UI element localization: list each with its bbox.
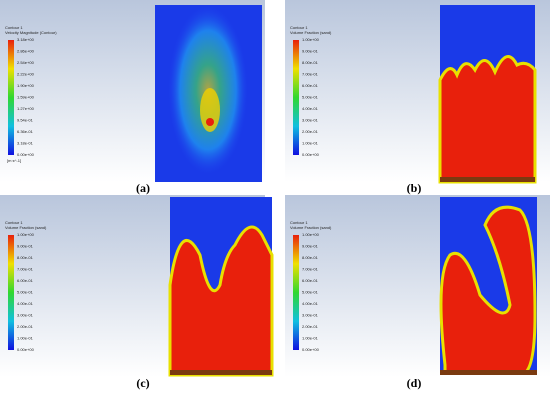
legend-tick-label: 3.18e-01 <box>17 141 34 146</box>
legend-tick-label: 1.00e-01 <box>17 336 34 341</box>
legend-name: Contour 1 <box>5 220 23 225</box>
legend-tick-label: 9.00e-01 <box>302 49 319 54</box>
legend-tick-label: 3.00e-01 <box>302 118 319 123</box>
legend-name: Contour 1 <box>5 25 23 30</box>
color-bar <box>8 235 14 350</box>
legend-title: Volume Fraction (sand) <box>290 30 332 35</box>
panel-label: (a) <box>136 181 150 195</box>
legend-tick-label: 1.00e+00 <box>17 232 35 237</box>
legend-tick-label: 5.00e-01 <box>302 290 319 295</box>
legend-tick-label: 1.90e+00 <box>17 83 35 88</box>
legend-tick-label: 1.27e+00 <box>17 106 35 111</box>
legend-tick-label: 5.00e-01 <box>17 290 34 295</box>
legend-tick-label: 0.00e+00 <box>17 347 35 352</box>
legend-tick-label: 6.00e-01 <box>17 278 34 283</box>
legend-tick-label: 7.00e-01 <box>17 267 34 272</box>
legend-tick-label: 1.00e-01 <box>302 141 319 146</box>
legend-tick-label: 4.00e-01 <box>302 301 319 306</box>
legend-title: Volume Fraction (sand) <box>5 225 47 230</box>
plume-core <box>200 88 220 132</box>
panel-label: (b) <box>407 181 422 195</box>
legend-tick-label: 5.00e-01 <box>302 95 319 100</box>
legend-tick-label: 2.54e+00 <box>17 60 35 65</box>
sand <box>168 225 274 377</box>
legend-tick-label: 9.00e-01 <box>17 244 34 249</box>
domain-bottom <box>440 370 537 375</box>
legend-title: Volume Fraction (sand) <box>290 225 332 230</box>
legend-tick-label: 9.00e-01 <box>302 244 319 249</box>
legend-tick-label: 4.00e-01 <box>302 106 319 111</box>
legend-tick-label: 2.00e-01 <box>302 129 319 134</box>
legend-tick-label: 2.00e-01 <box>302 324 319 329</box>
color-bar <box>293 235 299 350</box>
legend-tick-label: 2.00e-01 <box>17 324 34 329</box>
legend-tick-label: 0.00e+00 <box>302 152 320 157</box>
legend-tick-label: 1.00e+00 <box>302 232 320 237</box>
legend-tick-label: 3.18e+00 <box>17 37 35 42</box>
legend-tick-label: 7.00e-01 <box>302 267 319 272</box>
domain-bottom <box>440 177 535 182</box>
sand <box>438 55 537 184</box>
legend-tick-label: 2.86e+00 <box>17 49 35 54</box>
legend-unit: [m s^-1] <box>7 158 21 163</box>
legend-tick-label: 7.00e-01 <box>302 72 319 77</box>
legend-tick-label: 0.00e+00 <box>302 347 320 352</box>
legend-tick-label: 6.36e-01 <box>17 129 34 134</box>
legend-tick-label: 8.00e-01 <box>302 60 319 65</box>
legend-tick-label: 6.00e-01 <box>302 83 319 88</box>
legend-tick-label: 1.00e+00 <box>302 37 320 42</box>
legend-name: Contour 1 <box>290 25 308 30</box>
hotspot <box>206 118 214 126</box>
color-bar <box>293 40 299 155</box>
legend-tick-label: 1.59e+00 <box>17 95 35 100</box>
panel-label: (c) <box>136 376 149 390</box>
legend-tick-label: 9.54e-01 <box>17 118 34 123</box>
legend-name: Contour 1 <box>290 220 308 225</box>
legend-tick-label: 4.00e-01 <box>17 301 34 306</box>
sand <box>439 205 537 375</box>
legend-tick-label: 2.22e+00 <box>17 72 35 77</box>
domain-bottom <box>170 370 272 375</box>
panel-label: (d) <box>407 376 422 390</box>
legend-tick-label: 3.00e-01 <box>17 313 34 318</box>
color-bar <box>8 40 14 155</box>
legend-tick-label: 8.00e-01 <box>17 255 34 260</box>
legend-title: Velocity Magnitude (Contour) <box>5 30 57 35</box>
legend-tick-label: 3.00e-01 <box>302 313 319 318</box>
legend-tick-label: 0.00e+00 <box>17 152 35 157</box>
legend-tick-label: 6.00e-01 <box>302 278 319 283</box>
legend-tick-label: 1.00e-01 <box>302 336 319 341</box>
legend-tick-label: 8.00e-01 <box>302 255 319 260</box>
